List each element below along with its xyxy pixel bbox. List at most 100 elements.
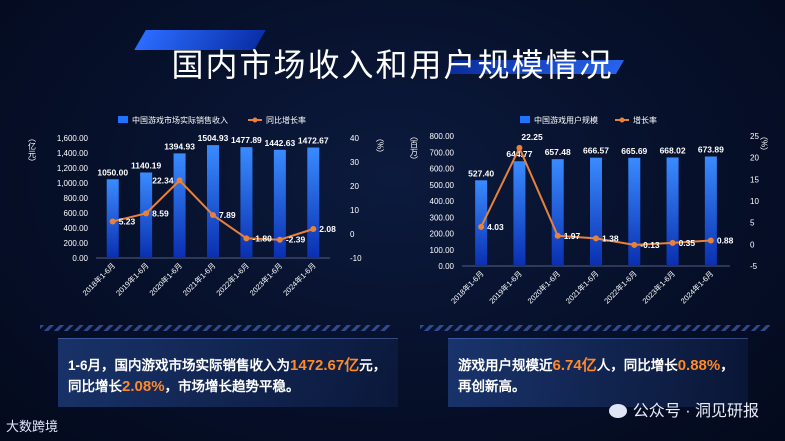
summary-left-text-4: ，市场增长趋势平稳。 [164, 379, 300, 394]
summary-right-text-2: 人，同比增长 [596, 358, 678, 373]
line-value-label: 0.88 [717, 236, 734, 246]
bar [475, 180, 488, 266]
bar-value-label: 657.48 [545, 147, 571, 157]
y-right-tick-label: -10 [350, 254, 362, 263]
line-value-label: -2.39 [286, 235, 306, 245]
summary-left-value-1: 1472.67亿 [290, 357, 360, 374]
bar-value-label: 1050.00 [97, 167, 128, 177]
bar-value-label: 666.57 [583, 146, 609, 156]
bar [307, 147, 320, 258]
y-left-tick-label: 1,400.00 [57, 149, 89, 158]
bar [207, 145, 219, 258]
line-point [143, 210, 150, 217]
y-left-tick-label: 100.00 [430, 246, 455, 255]
line-point [276, 236, 283, 243]
line-point [243, 235, 250, 242]
divider-right [420, 325, 770, 331]
line-point [631, 241, 638, 248]
bar [273, 149, 286, 258]
logo-text: 大数跨境 [6, 419, 59, 434]
legend-line-marker [619, 117, 625, 123]
line-value-label: 1.38 [602, 233, 619, 243]
y-right-tick-label: 20 [750, 154, 759, 163]
line-point [554, 232, 561, 239]
legend-bar-swatch [118, 116, 128, 123]
y-left-tick-label: 200.00 [430, 230, 455, 239]
x-tick-label: 2022年1-6月 [214, 260, 251, 297]
summary-right-text-1: 游戏用户规模近 [458, 358, 553, 373]
line-point [310, 226, 317, 233]
watermark: 公众号 · 洞见研报 [608, 397, 759, 421]
legend-bar-swatch [520, 116, 530, 123]
legend-bar-label: 中国游戏用户规模 [534, 115, 598, 125]
bar [513, 161, 526, 266]
bar-value-label: 527.40 [468, 168, 494, 178]
line-value-label: -0.13 [640, 240, 660, 250]
bar-value-label: 1442.63 [264, 138, 295, 148]
bar [666, 157, 679, 266]
bar [590, 157, 602, 266]
legend-line-label: 同比增长率 [266, 115, 306, 125]
x-tick-label: 2022年1-6月 [602, 268, 639, 305]
legend-line-marker [252, 117, 258, 123]
bar-value-label: 644.77 [506, 149, 532, 159]
y-left-tick-label: 700.00 [430, 148, 455, 157]
y-left-tick-label: 0.00 [438, 262, 454, 271]
x-tick-label: 2018年1-6月 [80, 260, 117, 297]
summary-right-text-3: ， [720, 358, 734, 373]
y-right-tick-label: 10 [750, 197, 759, 206]
bar-value-label: 1472.67 [298, 136, 329, 146]
y-left-tick-label: 800.00 [64, 194, 89, 203]
x-tick-label: 2019年1-6月 [487, 268, 524, 305]
y-right-unit: （%） [760, 132, 769, 155]
wechat-icon [608, 404, 627, 418]
y-right-tick-label: 40 [350, 134, 359, 143]
y-right-tick-label: 15 [750, 175, 759, 184]
x-tick-label: 2020年1-6月 [147, 260, 184, 297]
y-left-tick-label: 600.00 [430, 165, 455, 174]
bar [173, 153, 186, 258]
line-point [669, 239, 676, 246]
y-right-tick-label: -5 [750, 262, 758, 271]
line-value-label: -1.80 [252, 233, 272, 243]
summary-left-text-3: 同比增长 [68, 379, 122, 394]
brand-logo: 大数跨境 [6, 416, 58, 435]
legend-bar-label: 中国游戏市场实际销售收入 [132, 115, 228, 125]
x-tick-label: 2021年1-6月 [563, 268, 600, 305]
y-left-tick-label: 1,000.00 [57, 179, 89, 188]
x-tick-label: 2019年1-6月 [113, 260, 150, 297]
line-point [109, 218, 116, 225]
x-tick-label: 2023年1-6月 [640, 268, 677, 305]
summary-left-value-2: 2.08% [122, 378, 165, 395]
line-point [593, 235, 599, 242]
bar-value-label: 673.89 [698, 144, 724, 154]
y-left-tick-label: 600.00 [64, 209, 89, 218]
summary-box-left: 1-6月，国内游戏市场实际销售收入为1472.67亿元， 同比增长2.08%，市… [58, 338, 398, 407]
bar-value-label: 1504.93 [198, 133, 229, 143]
y-right-tick-label: 20 [350, 182, 359, 191]
line-point [478, 223, 485, 230]
y-left-tick-label: 800.00 [430, 132, 455, 141]
watermark-text: 公众号 · 洞见研报 [632, 403, 759, 420]
line-value-label: 22.25 [521, 132, 543, 142]
y-right-tick-label: 0 [750, 240, 755, 249]
summary-box-right: 游戏用户规模近6.74亿人，同比增长0.88%， 再创新高。 [448, 338, 748, 407]
line-value-label: 0.35 [679, 238, 696, 248]
y-left-tick-label: 300.00 [430, 213, 455, 222]
line-value-label: 5.23 [119, 216, 136, 226]
y-right-tick-label: 30 [350, 158, 359, 167]
y-left-tick-label: 0.00 [72, 254, 88, 263]
summary-left-text-1: 1-6月，国内游戏市场实际销售收入为 [68, 358, 291, 373]
line-point [210, 212, 216, 219]
line-point [176, 177, 183, 184]
y-right-unit: （%） [376, 134, 385, 157]
summary-right-value-1: 6.74亿 [552, 357, 597, 374]
y-left-tick-label: 200.00 [64, 239, 89, 248]
page-title: 国内市场收入和用户规模情况 [171, 47, 614, 83]
line-value-label: 4.03 [487, 222, 504, 232]
summary-left-text-2: 元， [359, 358, 387, 373]
line-value-label: 1.97 [564, 231, 581, 241]
y-left-tick-label: 500.00 [430, 181, 455, 190]
summary-right-text-4: 再创新高。 [458, 379, 526, 394]
y-left-unit: （百万） [410, 132, 419, 164]
